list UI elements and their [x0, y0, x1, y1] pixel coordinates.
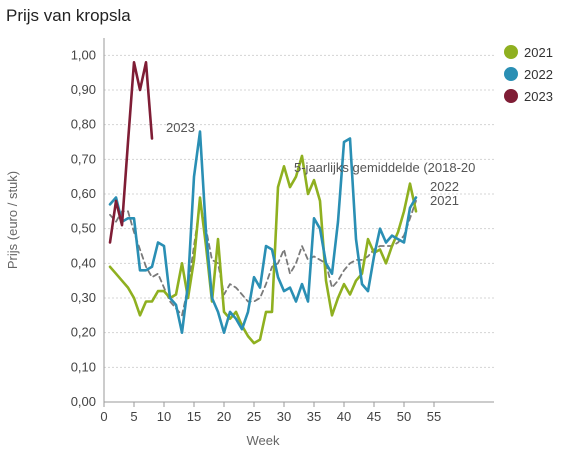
series-group	[108, 60, 418, 345]
y-tick-label: 0,50	[71, 221, 96, 236]
x-axis-title: Week	[247, 433, 280, 448]
x-tick-label: 30	[277, 409, 291, 424]
legend-label-2023: 2023	[524, 89, 553, 104]
y-tick-label: 0,20	[71, 325, 96, 340]
x-tick-label: 40	[337, 409, 351, 424]
series-end-label-2023: 2023	[166, 120, 195, 135]
x-tick-label: 25	[247, 409, 261, 424]
legend-marker-2022	[504, 67, 518, 81]
x-tick-label: 15	[187, 409, 201, 424]
series-line-2022	[108, 130, 418, 335]
legend-label-2021: 2021	[524, 45, 553, 60]
y-tick-label: 0,30	[71, 290, 96, 305]
grid-lines	[104, 54, 494, 403]
x-tick-label: 0	[100, 409, 107, 424]
series-line-2023	[108, 60, 154, 244]
axes: 0,00 0,10 0,20 0,30 0,40 0,50 0,60 0,70 0,80 0,90…	[5, 38, 494, 448]
y-tick-label: 1,00	[71, 47, 96, 62]
series-end-label-2022: 2022	[430, 179, 459, 194]
y-axis-title: Prijs (euro / stuk)	[5, 171, 20, 269]
legend-marker-2023	[504, 89, 518, 103]
x-tick-label: 50	[397, 409, 411, 424]
legend-label-2022: 2022	[524, 67, 553, 82]
y-tick-label: 0,10	[71, 359, 96, 374]
chart-title: Prijs van kropsla	[6, 6, 131, 25]
x-tick-label: 35	[307, 409, 321, 424]
x-tick-label: 5	[130, 409, 137, 424]
x-tick-label: 45	[367, 409, 381, 424]
legend: 2021 2022 2023	[504, 45, 553, 104]
series-end-label-average: 5-jaarlijks gemiddelde (2018-20	[294, 160, 475, 175]
x-tick-label: 10	[157, 409, 171, 424]
y-tick-label: 0,70	[71, 151, 96, 166]
series-line-2021	[108, 154, 418, 345]
legend-marker-2021	[504, 45, 518, 59]
y-tick-label: 0,00	[71, 394, 96, 409]
y-tick-label: 0,90	[71, 82, 96, 97]
y-tick-label: 0,60	[71, 186, 96, 201]
series-end-label-2021: 2021	[430, 193, 459, 208]
y-tick-label: 0,80	[71, 117, 96, 132]
y-tick-label: 0,40	[71, 255, 96, 270]
x-tick-label: 55	[427, 409, 441, 424]
x-tick-label: 20	[217, 409, 231, 424]
